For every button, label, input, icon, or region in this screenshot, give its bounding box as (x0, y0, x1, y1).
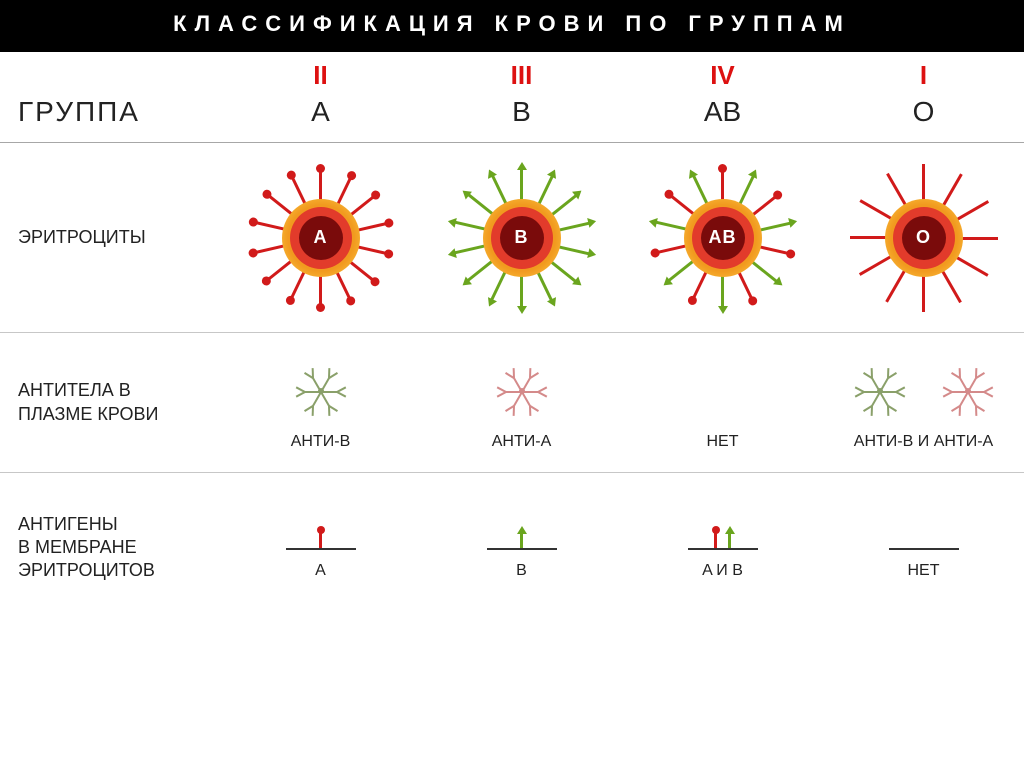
erythrocyte-label: AB (701, 216, 745, 260)
antibody-label: АНТИ-B И АНТИ-A (854, 433, 993, 451)
group-letter: O (913, 96, 935, 128)
antigens-label: АНТИГЕНЫВ МЕМБРАНЕЭРИТРОЦИТОВ (18, 513, 155, 583)
group-label: ГРУППА (18, 96, 140, 128)
group-letter-cell-A: A (220, 88, 421, 142)
erythrocyte-label: O (902, 216, 946, 260)
erythrocyte-cell-AB: AB (622, 142, 823, 332)
roman-numeral: II (313, 62, 327, 88)
page-title: КЛАССИФИКАЦИЯ КРОВИ ПО ГРУППАМ (173, 11, 851, 36)
group-letter-cell-AB: AB (622, 88, 823, 142)
group-letter: A (311, 96, 330, 128)
antibody-cell-O: АНТИ-B И АНТИ-A (823, 332, 1024, 472)
antibody-label: АНТИ-B (291, 433, 351, 451)
empty-cell (0, 52, 220, 88)
antigen-label: A И B (702, 562, 743, 580)
roman-cell-AB: IV (622, 52, 823, 88)
antigen-label: B (516, 562, 527, 580)
erythrocyte-cell-O: O (823, 142, 1024, 332)
antibody-cell-B: АНТИ-A (421, 332, 622, 472)
antibody-cell-A: АНТИ-B (220, 332, 421, 472)
antigen-cell-AB: A И B (622, 472, 823, 622)
group-letter-cell-O: O (823, 88, 1024, 142)
erythrocytes-label: ЭРИТРОЦИТЫ (18, 226, 146, 249)
roman-cell-O: I (823, 52, 1024, 88)
roman-numeral: III (511, 62, 533, 88)
erythrocyte-label: B (500, 216, 544, 260)
roman-numeral: I (920, 62, 927, 88)
antigen-label: A (315, 562, 326, 580)
antigen-label: НЕТ (908, 562, 940, 580)
roman-cell-A: II (220, 52, 421, 88)
antigen-cell-B: B (421, 472, 622, 622)
group-letter: B (512, 96, 531, 128)
antigen-cell-A: A (220, 472, 421, 622)
antibodies-label: АНТИТЕЛА ВПЛАЗМЕ КРОВИ (18, 379, 158, 426)
antibody-label: АНТИ-A (492, 433, 552, 451)
group-letter-cell-B: B (421, 88, 622, 142)
erythrocyte-label: A (299, 216, 343, 260)
row-label-antibodies: АНТИТЕЛА ВПЛАЗМЕ КРОВИ (0, 332, 220, 472)
title-bar: КЛАССИФИКАЦИЯ КРОВИ ПО ГРУППАМ (0, 0, 1024, 52)
roman-numeral: IV (710, 62, 735, 88)
group-letter: AB (704, 96, 741, 128)
row-label-erythrocytes: ЭРИТРОЦИТЫ (0, 142, 220, 332)
antigen-cell-O: НЕТ (823, 472, 1024, 622)
roman-cell-B: III (421, 52, 622, 88)
antibody-label: НЕТ (707, 433, 739, 451)
antibody-cell-AB: НЕТ (622, 332, 823, 472)
row-label-group: ГРУППА (0, 88, 220, 142)
erythrocyte-cell-A: A (220, 142, 421, 332)
blood-type-table: IIIIIIVIГРУППАABABOЭРИТРОЦИТЫABABOАНТИТЕ… (0, 52, 1024, 622)
row-label-antigens: АНТИГЕНЫВ МЕМБРАНЕЭРИТРОЦИТОВ (0, 472, 220, 622)
erythrocyte-cell-B: B (421, 142, 622, 332)
